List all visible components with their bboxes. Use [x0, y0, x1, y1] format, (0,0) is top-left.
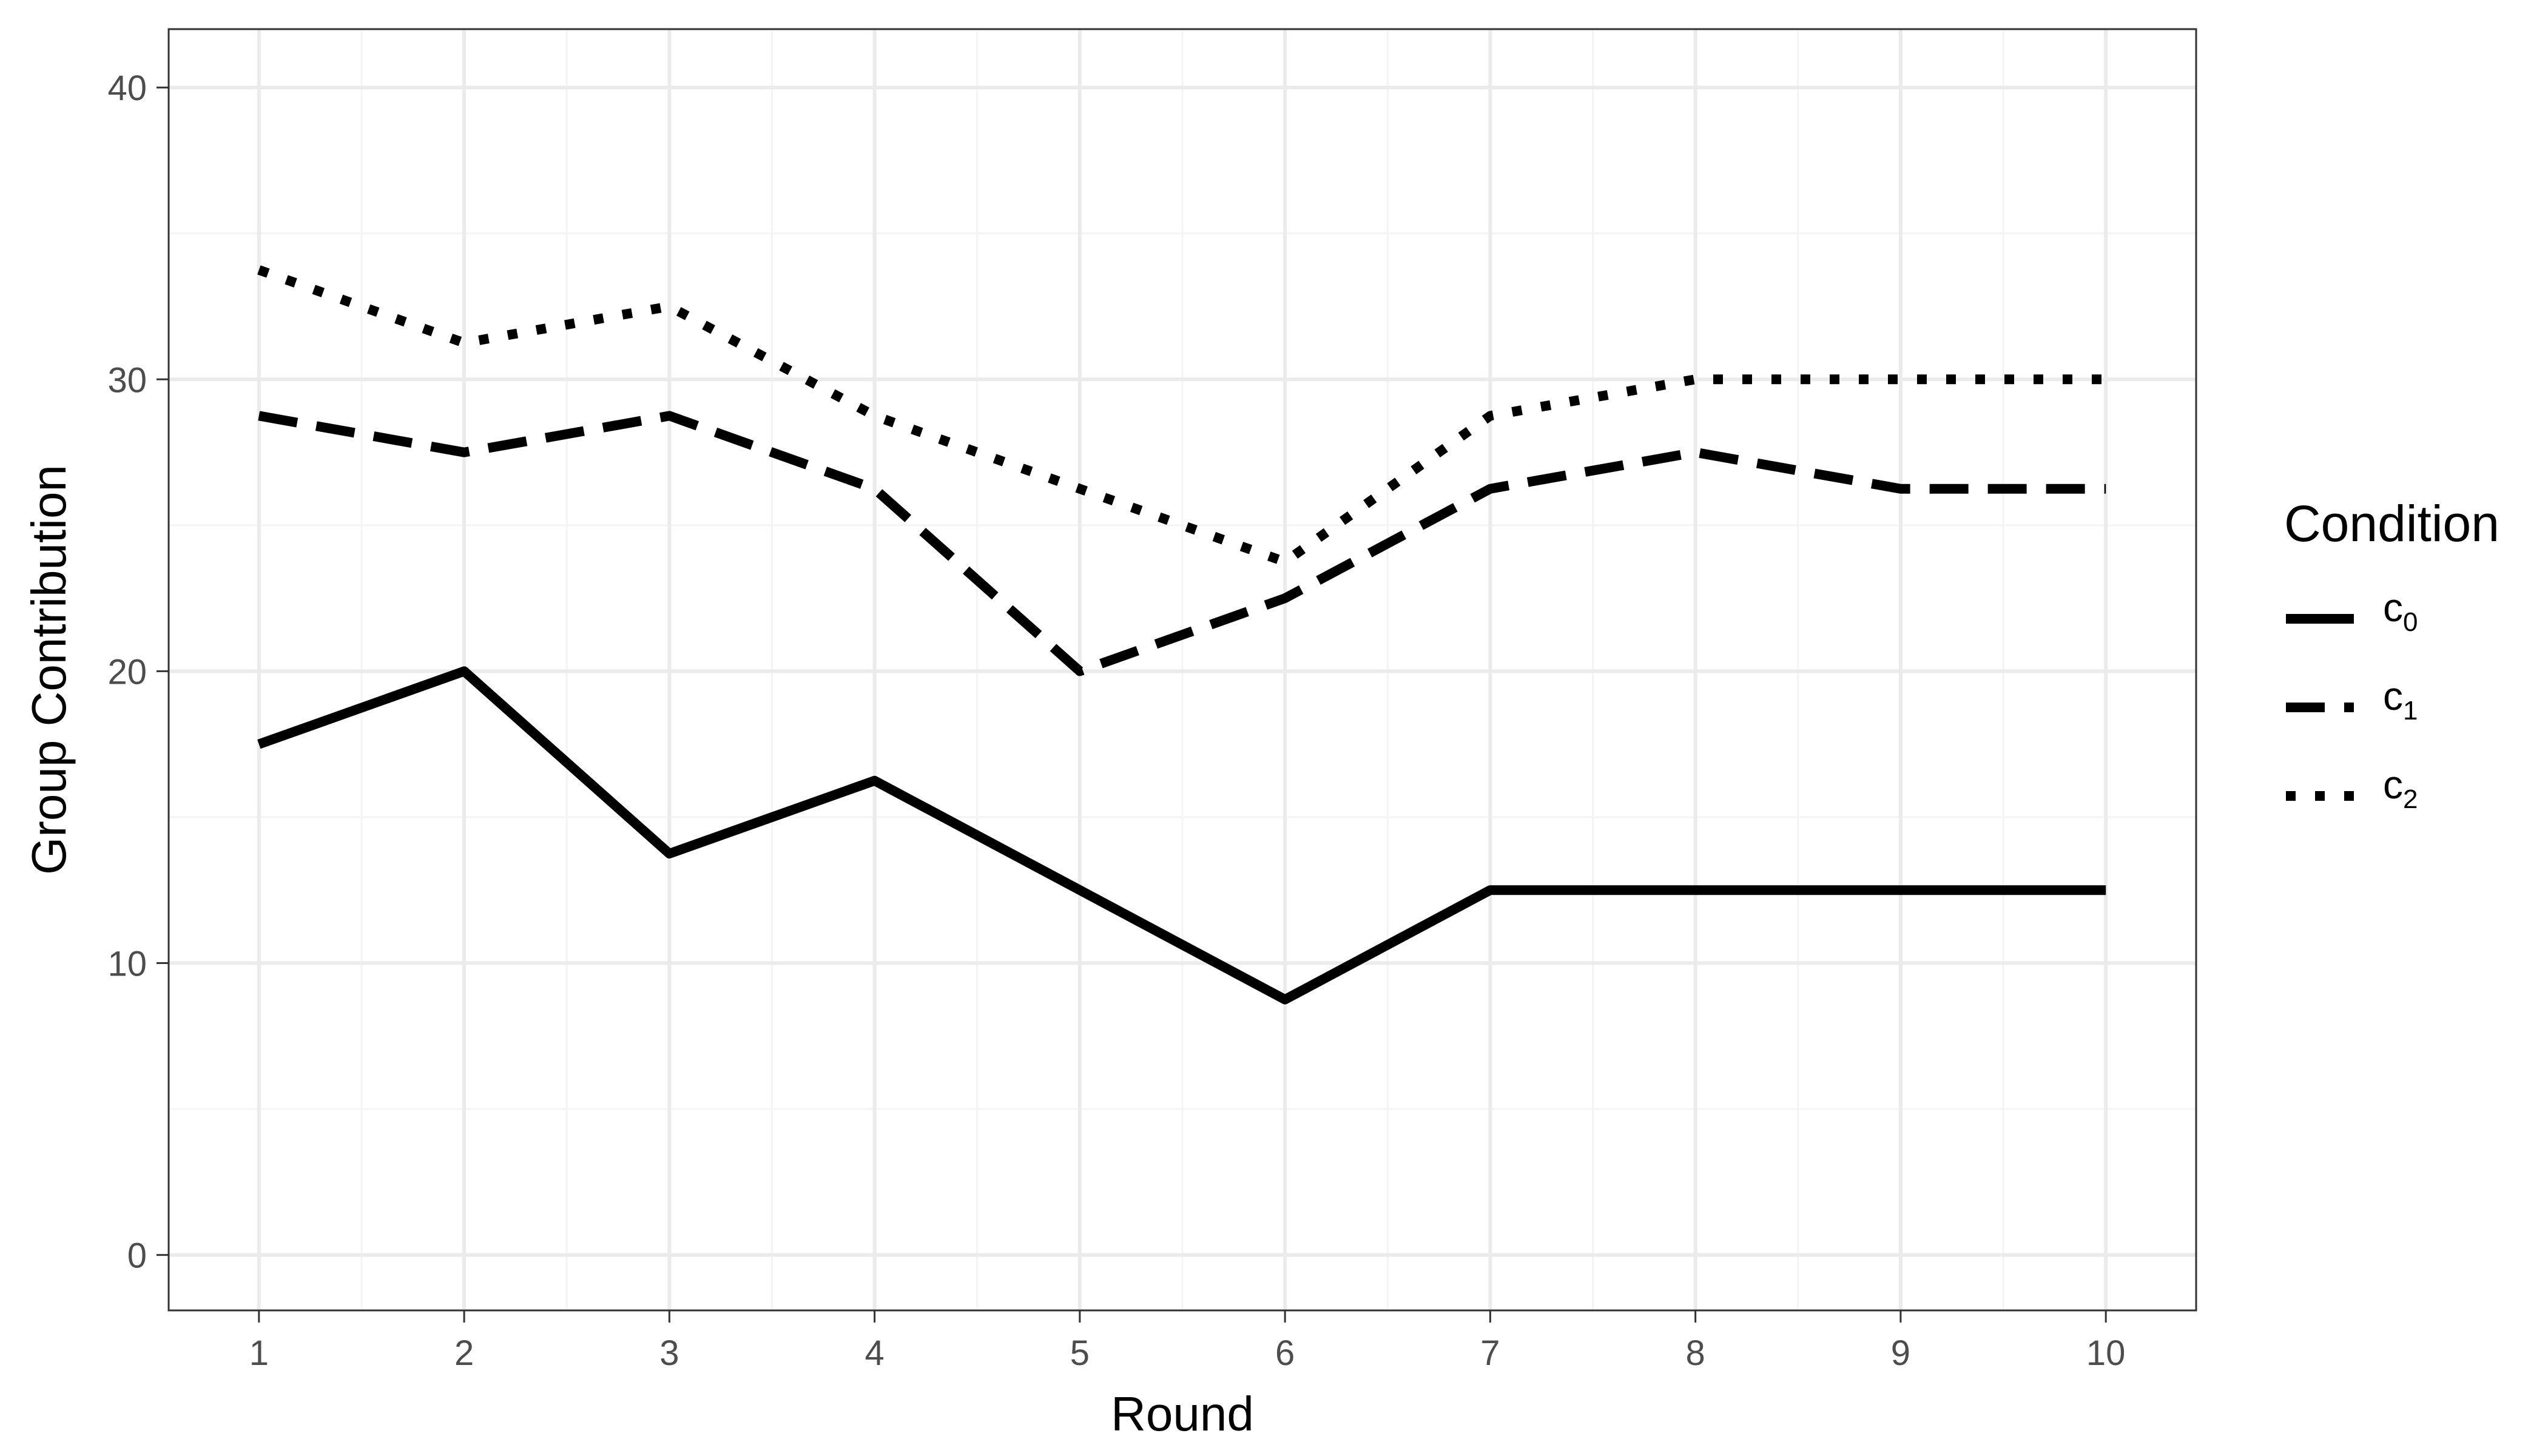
panel-border: [167, 28, 2197, 1312]
series-lines: [257, 265, 2106, 1005]
y-axis-title: Group Contribution: [22, 465, 76, 875]
legend-label-c0: c0: [2383, 585, 2418, 637]
legend-title: Condition: [2284, 495, 2499, 552]
axes: 1 2 3 4 5 6 7 8 9 10 0 10 20 30 40: [107, 69, 2125, 1373]
legend-label-c2: c2: [2383, 762, 2418, 814]
legend-label-subscript: 2: [2403, 784, 2418, 814]
series-line-c2: [257, 265, 2106, 567]
x-tick-label: 4: [864, 1333, 884, 1373]
series-line-c1: [258, 411, 2106, 676]
y-tick-label: 40: [107, 69, 147, 108]
x-tick-label: 1: [249, 1333, 269, 1373]
y-tick-label: 0: [127, 1236, 147, 1276]
x-tick-label: 5: [1070, 1333, 1090, 1373]
x-tick-label: 6: [1275, 1333, 1295, 1373]
x-tick-label: 3: [659, 1333, 679, 1373]
series-line-c0: [257, 666, 2106, 1005]
x-tick-label: 8: [1686, 1333, 1705, 1373]
legend-label-subscript: 1: [2403, 696, 2418, 726]
legend-label-base: c: [2383, 673, 2403, 718]
legend-label-base: c: [2383, 762, 2403, 807]
legend-label-c1: c1: [2383, 673, 2418, 726]
legend-label-base: c: [2383, 585, 2403, 630]
x-tick-label: 2: [454, 1333, 474, 1373]
legend-label-subscript: 0: [2403, 607, 2418, 637]
y-tick-label: 20: [107, 652, 147, 692]
x-tick-label: 7: [1480, 1333, 1500, 1373]
y-tick-label: 30: [107, 360, 147, 400]
x-axis-title: Round: [1111, 1387, 1254, 1441]
y-tick-label: 10: [107, 944, 147, 983]
x-tick-label: 10: [2086, 1333, 2126, 1373]
x-tick-label: 9: [1891, 1333, 1910, 1373]
